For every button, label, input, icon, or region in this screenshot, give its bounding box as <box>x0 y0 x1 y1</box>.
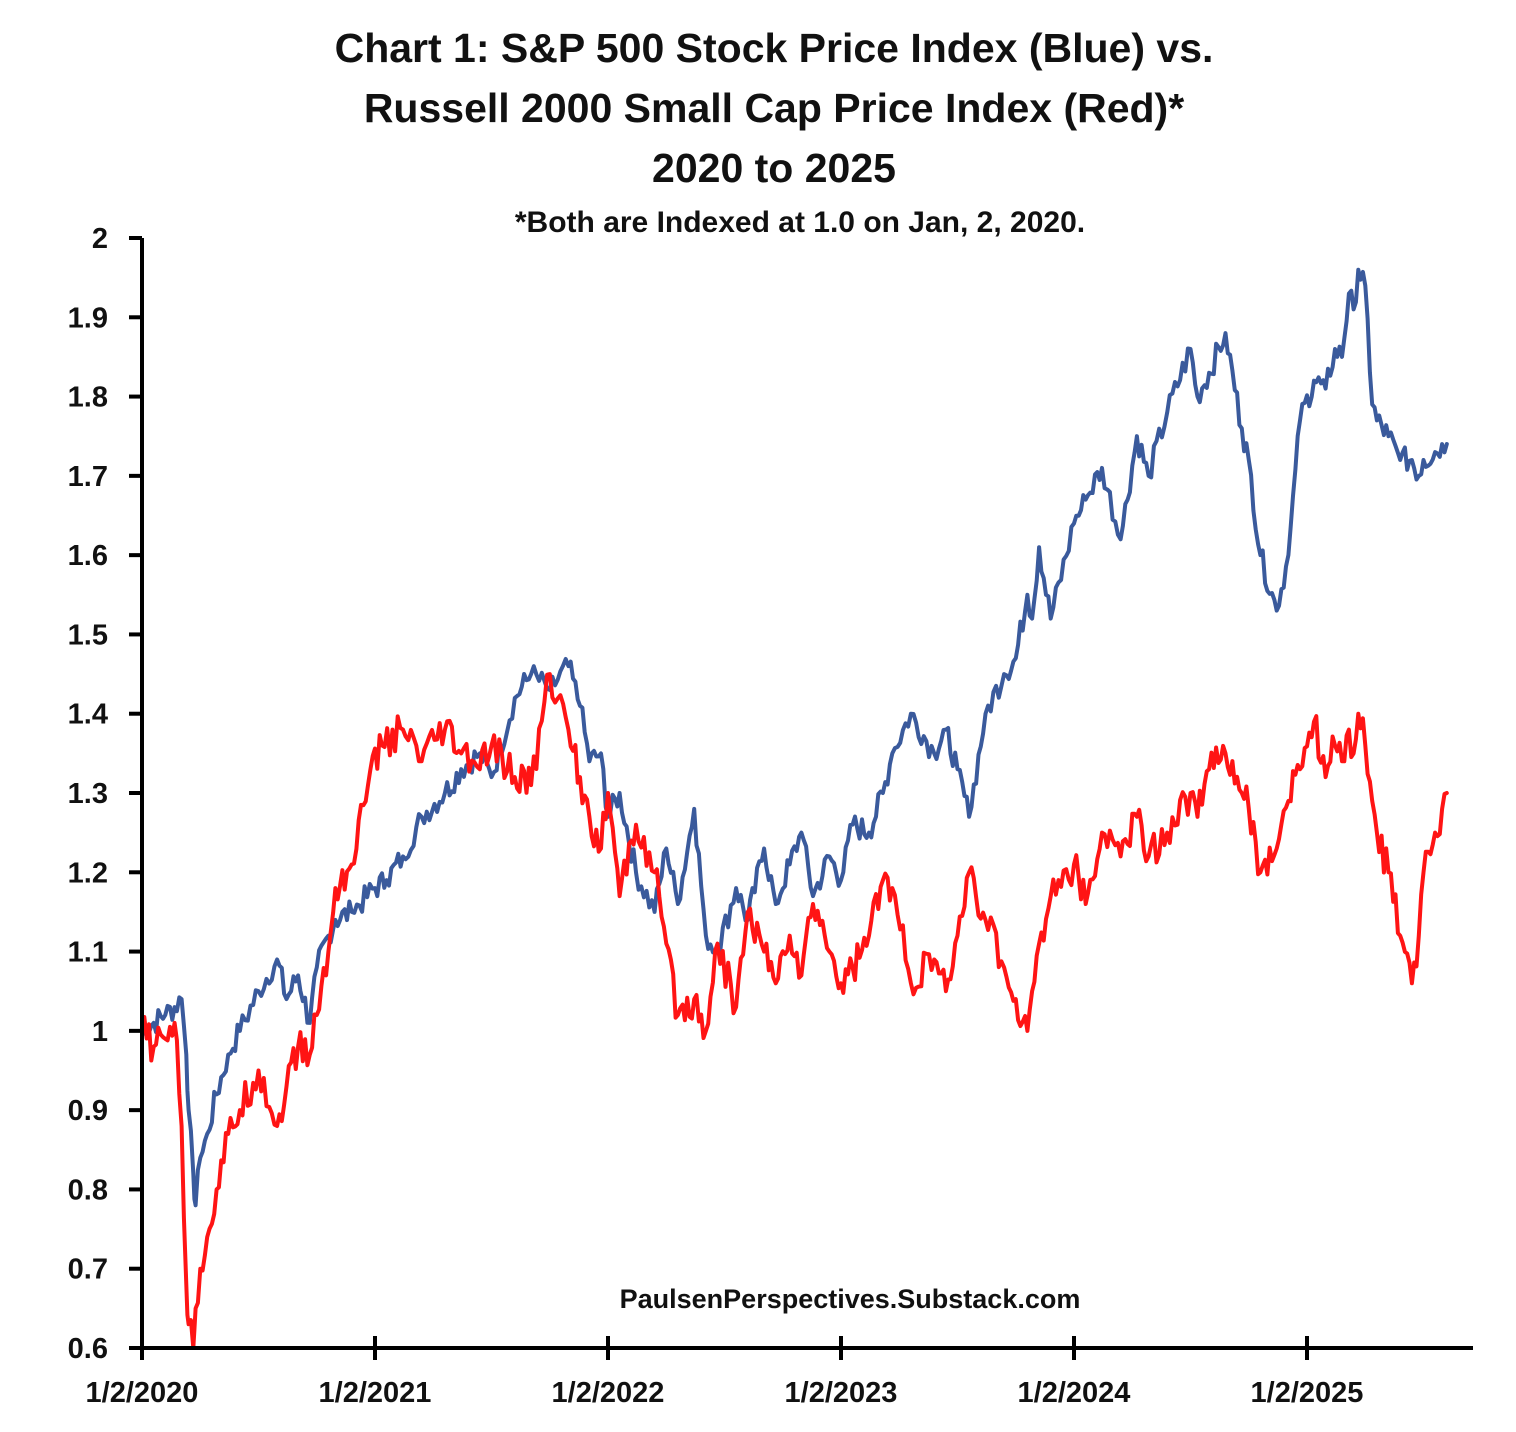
x-tick-label: 1/2/2024 <box>1018 1377 1131 1409</box>
y-tick-label: 2 <box>92 223 108 255</box>
chart-title-line-3: 2020 to 2025 <box>652 145 896 191</box>
x-tick-label: 1/2/2023 <box>785 1377 898 1409</box>
series-layer <box>140 267 1449 1350</box>
y-tick-label: 1.4 <box>68 699 108 731</box>
y-tick-label: 1.8 <box>68 382 108 414</box>
y-tick-label: 0.9 <box>68 1095 108 1127</box>
source-watermark: PaulsenPerspectives.Substack.com <box>619 1284 1081 1314</box>
y-tick-label: 1.2 <box>68 857 108 889</box>
sp500-series-line <box>140 267 1449 1208</box>
russell2000-series-line <box>140 672 1449 1350</box>
chart-title-line-2: Russell 2000 Small Cap Price Index (Red)… <box>363 85 1185 131</box>
y-tick-label: 0.8 <box>68 1174 108 1206</box>
chart-title: Chart 1: S&P 500 Stock Price Index (Blue… <box>0 18 1516 198</box>
y-tick-label: 1.6 <box>68 540 108 572</box>
x-tick-label: 1/2/2021 <box>319 1377 432 1409</box>
y-tick-label: 1.7 <box>68 461 108 493</box>
chart-subtitle: *Both are Indexed at 1.0 on Jan, 2, 2020… <box>514 206 1086 239</box>
y-tick-label: 1.9 <box>68 302 108 334</box>
y-tick-label: 1 <box>92 1016 108 1048</box>
chart-title-line-1: Chart 1: S&P 500 Stock Price Index (Blue… <box>334 25 1214 71</box>
y-tick-label: 0.6 <box>68 1333 108 1365</box>
x-tick-label: 1/2/2020 <box>86 1377 199 1409</box>
x-tick-label: 1/2/2025 <box>1251 1377 1364 1409</box>
x-tick-label: 1/2/2022 <box>552 1377 665 1409</box>
axes-layer: 0.6 0.7 0.8 0.9 1 1.1 1.2 1.3 1.4 1.5 1.6 1.7 1.8 1.9… <box>68 223 1473 1409</box>
y-tick-label: 1.5 <box>68 619 108 651</box>
y-tick-label: 1.1 <box>68 937 108 969</box>
y-tick-label: 1.3 <box>68 778 108 810</box>
y-tick-label: 0.7 <box>68 1254 108 1286</box>
